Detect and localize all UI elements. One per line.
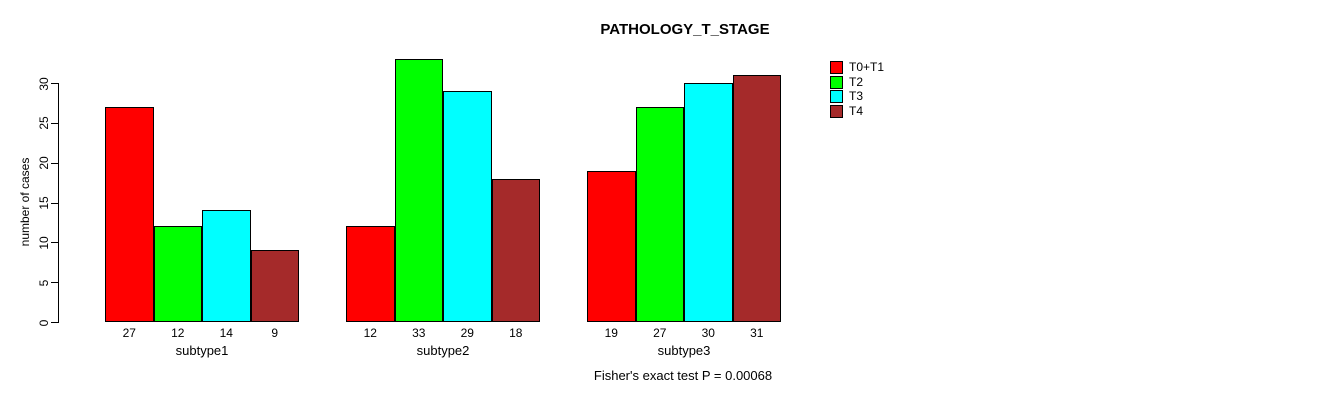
y-axis-tick-label: 0	[37, 319, 51, 326]
y-axis-label: number of cases	[18, 157, 32, 247]
legend-label: T2	[849, 74, 864, 89]
bar-value-label: 27	[653, 326, 667, 340]
y-axis-tick	[51, 122, 58, 124]
legend-label: T0+T1	[849, 60, 885, 74]
legend-item-t3: T3	[830, 90, 884, 103]
y-axis-tick-label: 30	[37, 76, 51, 91]
chart-title: PATHOLOGY_T_STAGE	[600, 21, 770, 38]
legend-swatch-t2	[830, 75, 843, 89]
bar-subtype3-t0-t1	[587, 171, 636, 322]
legend-label: T3	[849, 89, 864, 103]
y-axis-tick-label: 15	[37, 196, 51, 210]
bar-value-label: 14	[219, 326, 233, 340]
bar-subtype2-t0-t1	[346, 226, 395, 322]
bar-value-label: 33	[412, 326, 426, 340]
y-axis-tick	[51, 242, 58, 244]
bar-subtype1-t4	[250, 250, 299, 322]
bar-subtype2-t4	[491, 179, 540, 322]
y-axis-line	[58, 83, 59, 323]
legend-swatch-t0-t1	[830, 61, 843, 74]
bar-subtype1-t2	[153, 226, 202, 322]
legend-item-t0-t1: T0+T1	[830, 61, 884, 74]
legend-item-t4: T4	[830, 103, 884, 118]
y-axis-tick	[51, 282, 58, 284]
stat-annotation: Fisher's exact test P = 0.00068	[593, 368, 773, 383]
legend-swatch-t4	[830, 104, 843, 118]
bar-value-label: 18	[509, 326, 523, 340]
y-axis-tick	[51, 202, 58, 204]
bar-subtype3-t2	[635, 107, 684, 322]
legend: T0+T1 T2 T3 T4	[830, 61, 884, 119]
y-axis-tick	[51, 162, 58, 164]
bar-subtype2-t3	[443, 91, 492, 322]
y-axis-tick	[51, 322, 58, 323]
y-axis-tick-label: 20	[37, 156, 51, 170]
bar-value-label: 12	[171, 326, 185, 340]
bar-value-label: 19	[604, 326, 618, 340]
y-axis-tick-label: 10	[37, 236, 51, 250]
bar-value-label: 29	[460, 326, 474, 340]
bar-value-label: 31	[750, 326, 764, 340]
legend-swatch-t3	[830, 90, 843, 103]
y-axis-tick-label: 25	[37, 116, 51, 131]
category-label-subtype1: subtype1	[175, 343, 229, 358]
bar-value-label: 12	[363, 326, 377, 340]
bar-value-label: 27	[122, 326, 136, 340]
y-axis-tick-label: 5	[37, 279, 51, 286]
legend-item-t2: T2	[830, 74, 884, 89]
category-label-subtype3: subtype3	[657, 343, 711, 358]
bar-subtype1-t3	[202, 210, 251, 322]
y-axis-tick	[51, 83, 58, 84]
legend-label: T4	[849, 103, 864, 118]
bar-subtype3-t3	[684, 83, 733, 322]
bar-subtype1-t0-t1	[105, 107, 154, 322]
category-label-subtype2: subtype2	[416, 343, 470, 358]
bar-value-label: 30	[701, 326, 715, 340]
bar-subtype2-t2	[394, 59, 443, 322]
bar-value-label: 9	[271, 326, 279, 340]
bar-subtype3-t4	[732, 75, 781, 322]
